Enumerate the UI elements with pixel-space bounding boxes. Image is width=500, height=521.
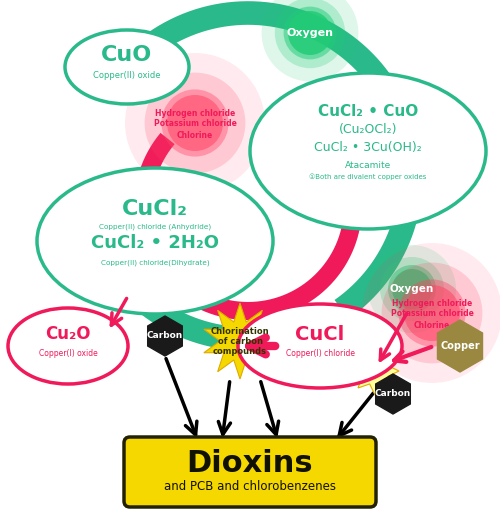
Polygon shape [438, 320, 482, 372]
Circle shape [125, 53, 265, 193]
Text: CuCl: CuCl [296, 325, 344, 343]
Circle shape [262, 0, 358, 81]
Circle shape [398, 279, 466, 346]
Text: Oxygen: Oxygen [390, 284, 434, 294]
Ellipse shape [65, 30, 189, 104]
Circle shape [382, 263, 482, 364]
Text: Dioxins: Dioxins [186, 450, 314, 478]
Circle shape [284, 7, 337, 59]
Ellipse shape [8, 308, 128, 384]
FancyBboxPatch shape [124, 437, 376, 507]
Text: of carbon: of carbon [218, 338, 262, 346]
Text: CuCl₂ • CuO: CuCl₂ • CuO [318, 104, 418, 118]
Ellipse shape [250, 73, 486, 229]
Polygon shape [204, 303, 276, 379]
Text: CuCl₂ • 2H₂O: CuCl₂ • 2H₂O [91, 234, 219, 252]
Text: (Cu₂OCl₂): (Cu₂OCl₂) [339, 122, 397, 135]
Circle shape [368, 245, 456, 333]
Circle shape [362, 243, 500, 383]
Text: CuCl₂: CuCl₂ [122, 199, 188, 219]
Polygon shape [376, 374, 410, 414]
Text: Cu₂O: Cu₂O [45, 325, 91, 343]
Circle shape [162, 90, 228, 157]
Text: ①Both are divalent copper oxides: ①Both are divalent copper oxides [310, 173, 426, 180]
Polygon shape [351, 347, 399, 395]
Text: Carbon: Carbon [375, 390, 411, 399]
Circle shape [144, 72, 246, 173]
Text: Copper(I) oxide: Copper(I) oxide [38, 350, 98, 358]
Circle shape [404, 285, 460, 341]
Circle shape [380, 257, 444, 321]
Polygon shape [148, 316, 182, 356]
Circle shape [288, 11, 332, 55]
Text: Chlorination: Chlorination [210, 328, 270, 337]
Text: and PCB and chlorobenzenes: and PCB and chlorobenzenes [164, 480, 336, 493]
Circle shape [275, 0, 345, 68]
Ellipse shape [238, 304, 402, 388]
Text: Oxygen: Oxygen [286, 28, 334, 38]
Text: Hydrogen chloride: Hydrogen chloride [392, 299, 472, 307]
Text: CuO: CuO [102, 45, 152, 65]
Ellipse shape [37, 168, 273, 314]
Text: Potassium chloride: Potassium chloride [154, 119, 236, 129]
Text: Atacamite: Atacamite [345, 160, 391, 169]
Text: Potassium chloride: Potassium chloride [390, 309, 473, 318]
Text: Copper: Copper [440, 341, 480, 351]
Circle shape [392, 269, 432, 309]
Text: Copper(II) oxide: Copper(II) oxide [93, 70, 161, 80]
Text: Copper(II) chloride(Dihydrate): Copper(II) chloride(Dihydrate) [100, 260, 210, 266]
Circle shape [388, 265, 436, 313]
Text: Copper(I) chloride: Copper(I) chloride [286, 349, 354, 357]
Text: Copper(II) chloride (Anhydride): Copper(II) chloride (Anhydride) [99, 224, 211, 230]
Text: compounds: compounds [213, 348, 267, 356]
Text: Chlorine: Chlorine [177, 130, 213, 140]
Text: Hydrogen chloride: Hydrogen chloride [155, 108, 235, 118]
Text: Carbon: Carbon [147, 331, 183, 341]
Text: CuCl₂ • 3Cu(OH)₂: CuCl₂ • 3Cu(OH)₂ [314, 141, 422, 154]
Text: Chlorine: Chlorine [414, 320, 450, 329]
Circle shape [167, 95, 223, 151]
